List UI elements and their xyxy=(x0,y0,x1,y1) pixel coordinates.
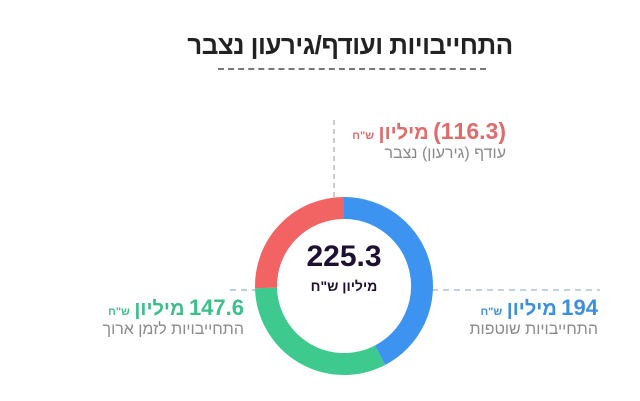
deficit-currency: ש"ח xyxy=(352,130,375,142)
center-label: 225.3 מיליון ש"ח xyxy=(280,240,408,294)
long-term-liabilities-name: התחייבויות לזמן ארוך xyxy=(102,321,244,338)
long-term-liabilities-value: 147.6 xyxy=(188,295,244,320)
donut-slice-0 xyxy=(343,197,433,365)
current-liabilities-label: 194 מיליון ש"ח התחייבויות שוטפות xyxy=(440,295,598,339)
center-unit: מיליון ש"ח xyxy=(310,278,378,294)
long-term-liabilities-label: 147.6 מיליון ש"ח התחייבויות לזמן ארוך xyxy=(60,295,244,339)
deficit-label: (116.3) מיליון ש"ח עודף (גירעון) נצבר xyxy=(330,118,506,163)
deficit-unit: מיליון xyxy=(378,122,429,144)
deficit-value: (116.3) xyxy=(433,118,506,144)
donut-slice-1 xyxy=(255,287,386,375)
deficit-name: עודף (גירעון) נצבר xyxy=(384,145,506,162)
long-term-liabilities-unit: מיליון xyxy=(134,298,185,320)
chart-title: התחייבויות ועודף/גירעון נצבר xyxy=(187,30,513,60)
current-liabilities-name: התחייבויות שוטפות xyxy=(469,321,598,338)
long-term-liabilities-currency: ש"ח xyxy=(108,306,130,318)
current-liabilities-currency: ש"ח xyxy=(480,306,503,318)
title-divider xyxy=(218,68,486,70)
center-total: 225.3 xyxy=(306,240,382,273)
donut-slice-2 xyxy=(255,197,345,289)
current-liabilities-unit: מיליון xyxy=(506,298,557,320)
current-liabilities-value: 194 xyxy=(561,295,598,320)
